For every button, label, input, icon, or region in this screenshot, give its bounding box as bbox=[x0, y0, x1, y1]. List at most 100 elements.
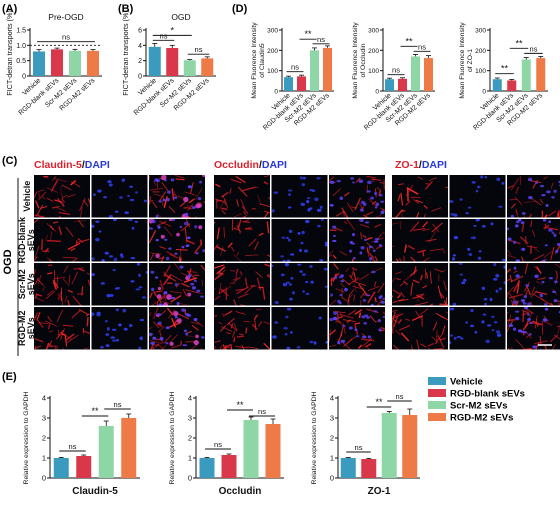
red-signal bbox=[404, 244, 407, 253]
red-signal bbox=[66, 193, 76, 198]
red-signal bbox=[412, 347, 413, 350]
red-signal bbox=[417, 249, 427, 254]
red-signal bbox=[382, 311, 385, 316]
red-signal bbox=[396, 278, 401, 281]
merged-signal bbox=[187, 292, 192, 297]
dapi-nucleus bbox=[467, 206, 472, 209]
red-signal bbox=[243, 210, 247, 215]
red-signal bbox=[532, 179, 538, 189]
dapi-nucleus bbox=[105, 344, 110, 348]
dapi-nucleus bbox=[109, 255, 114, 258]
dapi-nucleus bbox=[297, 232, 301, 235]
dapi-nucleus bbox=[300, 202, 306, 207]
dapi-nucleus bbox=[186, 313, 192, 317]
red-signal bbox=[515, 210, 519, 218]
micrograph-tile bbox=[149, 175, 205, 218]
red-signal bbox=[366, 247, 369, 254]
red-signal bbox=[519, 236, 529, 244]
red-signal bbox=[56, 197, 65, 208]
ogd-side-label: OGD bbox=[2, 249, 14, 274]
red-signal bbox=[329, 329, 337, 336]
red-signal bbox=[152, 347, 155, 350]
red-signal bbox=[416, 212, 420, 218]
red-signal bbox=[554, 334, 560, 340]
red-signal bbox=[514, 196, 523, 206]
bar bbox=[69, 50, 81, 76]
dapi-nucleus bbox=[541, 194, 546, 197]
red-signal bbox=[176, 312, 190, 320]
red-signal bbox=[185, 289, 198, 294]
dapi-nucleus bbox=[362, 335, 367, 339]
red-signal bbox=[240, 304, 246, 306]
dapi-nucleus bbox=[309, 340, 314, 344]
red-signal bbox=[362, 214, 369, 218]
red-signal bbox=[240, 199, 246, 209]
dapi-nucleus bbox=[289, 297, 293, 301]
red-signal bbox=[399, 325, 411, 331]
dapi-nucleus bbox=[138, 286, 143, 289]
red-signal bbox=[412, 227, 426, 231]
red-signal bbox=[536, 266, 542, 274]
red-signal bbox=[168, 348, 171, 350]
dapi-nucleus bbox=[319, 259, 324, 262]
red-signal bbox=[419, 308, 429, 315]
dapi-nucleus bbox=[97, 189, 102, 193]
red-signal bbox=[546, 226, 559, 231]
dapi-nucleus bbox=[155, 238, 159, 242]
red-signal bbox=[431, 207, 442, 212]
red-signal bbox=[75, 238, 90, 244]
red-signal bbox=[397, 194, 401, 202]
dapi-nucleus bbox=[152, 336, 157, 340]
red-signal bbox=[235, 175, 246, 184]
red-signal bbox=[66, 333, 75, 341]
sig-label: ns bbox=[195, 45, 203, 54]
red-signal bbox=[70, 181, 81, 188]
y-tick-label: 4 bbox=[138, 43, 142, 50]
y-tick-label: 300 bbox=[475, 28, 486, 35]
bar bbox=[381, 413, 397, 478]
dapi-nucleus bbox=[510, 214, 515, 218]
red-signal bbox=[61, 333, 67, 337]
tile-background bbox=[34, 307, 90, 350]
bar bbox=[310, 50, 319, 91]
dapi-nucleus bbox=[557, 243, 560, 246]
y-tick-label: 100 bbox=[475, 68, 486, 75]
dapi-nucleus bbox=[271, 209, 275, 213]
dapi-nucleus bbox=[318, 316, 322, 320]
dapi-nucleus bbox=[157, 321, 162, 325]
red-signal bbox=[40, 205, 48, 209]
micrograph-tile bbox=[271, 307, 328, 350]
red-signal bbox=[350, 270, 355, 278]
red-signal bbox=[219, 345, 222, 350]
merged-signal bbox=[195, 203, 201, 209]
dapi-nucleus bbox=[190, 282, 195, 286]
red-signal bbox=[415, 199, 423, 204]
red-signal bbox=[335, 288, 345, 293]
red-signal bbox=[377, 282, 385, 293]
red-signal bbox=[67, 299, 70, 306]
sig-label: ** bbox=[375, 397, 383, 407]
sig-label: ** bbox=[501, 64, 509, 74]
dapi-nucleus bbox=[100, 345, 104, 349]
red-signal bbox=[556, 211, 559, 218]
dapi-nucleus bbox=[508, 324, 514, 327]
dapi-nucleus bbox=[355, 335, 360, 338]
red-signal bbox=[392, 318, 398, 323]
dapi-nucleus bbox=[534, 274, 539, 278]
red-signal bbox=[56, 309, 64, 322]
red-signal bbox=[530, 220, 533, 227]
red-signal bbox=[46, 239, 61, 243]
red-signal bbox=[173, 194, 186, 200]
red-signal bbox=[238, 219, 242, 228]
micrograph-tile bbox=[214, 263, 270, 306]
dapi-nucleus bbox=[323, 267, 328, 271]
red-signal bbox=[343, 338, 353, 347]
dapi-nucleus bbox=[200, 295, 204, 298]
red-signal bbox=[161, 344, 167, 350]
red-signal bbox=[79, 206, 83, 218]
red-signal bbox=[35, 293, 43, 297]
dapi-nucleus bbox=[340, 280, 345, 283]
dapi-nucleus bbox=[120, 255, 124, 259]
red-signal bbox=[263, 321, 270, 325]
